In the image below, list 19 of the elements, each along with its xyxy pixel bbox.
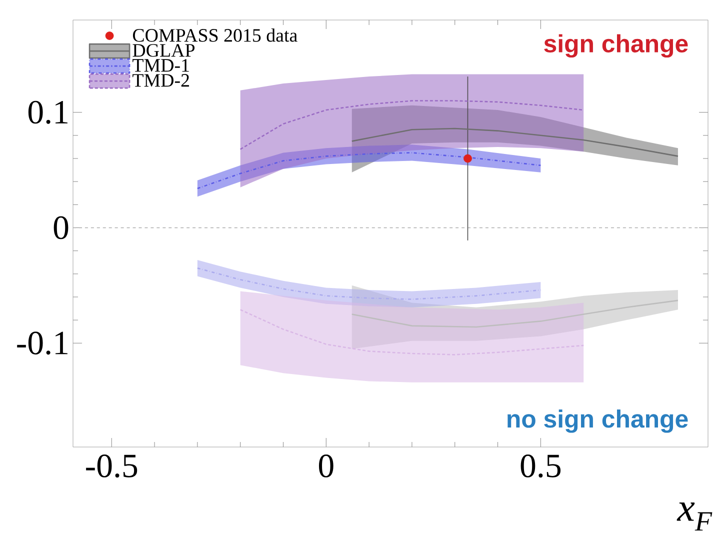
line-series xyxy=(351,128,679,157)
y-tick-label: -0.1 xyxy=(17,332,68,355)
annotation: no sign change xyxy=(508,409,688,433)
line-series xyxy=(196,267,542,300)
y-tick-label: 0.1 xyxy=(28,100,68,124)
x-tick-label: -0.5 xyxy=(86,454,138,478)
legend-label: TMD-1 xyxy=(132,59,189,72)
legend-label: DGLAP xyxy=(132,44,195,57)
x-tick-label: 0.5 xyxy=(520,454,561,478)
annotation: sign change xyxy=(544,34,688,58)
line-series xyxy=(351,300,679,328)
x-axis-title: x$_{F}$ xyxy=(676,502,712,531)
legend-label: COMPASS 2015 data xyxy=(132,28,298,42)
legend-label: TMD-2 xyxy=(132,74,189,87)
y-tick-label: 0 xyxy=(54,216,68,240)
line-series xyxy=(240,100,584,150)
line-series xyxy=(240,309,584,356)
x-tick-label: 0 xyxy=(318,454,334,478)
line-series xyxy=(196,152,542,190)
